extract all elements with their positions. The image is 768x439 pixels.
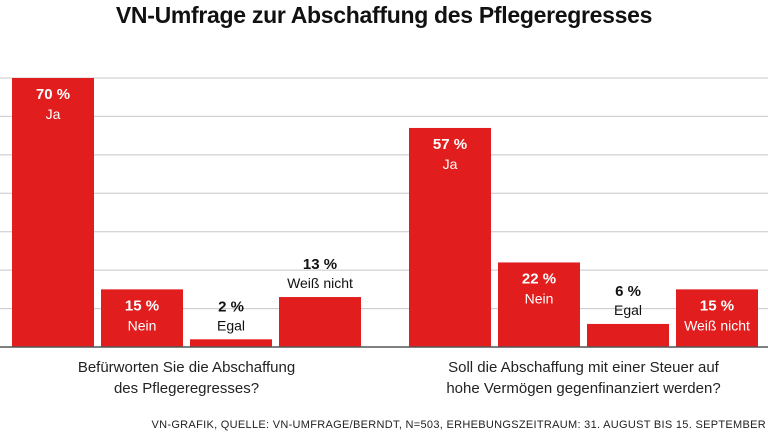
question-1-line-2: des Pflegeregresses?	[114, 380, 259, 397]
question-labels: Befürworten Sie die Abschaffung des Pfleg…	[78, 359, 721, 397]
bar-q2-egal	[587, 323, 669, 347]
value-label-q2-egal: 6 %	[615, 283, 641, 300]
bars	[12, 78, 758, 347]
category-label-q2-ja: Ja	[443, 156, 458, 172]
category-label-q1-nein: Nein	[128, 317, 157, 333]
bar-q2-ja	[409, 127, 491, 347]
question-2-line-2: hohe Vermögen gegenfinanziert werden?	[446, 380, 720, 397]
bar-q2-nein	[498, 262, 580, 347]
source-note: VN-GRAFIK, QUELLE: VN-UMFRAGE/BERNDT, N=…	[151, 419, 766, 431]
bar-q1-ja	[12, 78, 94, 347]
category-label-q1-egal: Egal	[217, 317, 245, 333]
category-label-q1-weiss-nicht: Weiß nicht	[287, 275, 353, 291]
value-label-q1-nein: 15 %	[125, 297, 159, 314]
value-label-q1-weiss-nicht: 13 %	[303, 256, 337, 273]
question-1-line-1: Befürworten Sie die Abschaffung	[78, 359, 295, 376]
question-2-line-1: Soll die Abschaffung mit einer Steuer au…	[448, 359, 720, 376]
category-label-q2-weiss-nicht: Weiß nicht	[684, 317, 750, 333]
bar-q1-nein	[101, 289, 183, 347]
bar-labels: 70 % Ja 15 % Nein 2 % Egal 13 % Weiß nicht 57 % J…	[36, 86, 750, 333]
value-label-q2-nein: 22 %	[522, 270, 556, 287]
value-label-q1-ja: 70 %	[36, 86, 70, 103]
bar-q1-egal	[190, 339, 272, 347]
category-label-q2-egal: Egal	[614, 302, 642, 318]
category-label-q1-ja: Ja	[46, 106, 61, 122]
value-label-q2-weiss-nicht: 15 %	[700, 297, 734, 314]
category-label-q2-nein: Nein	[525, 290, 554, 306]
grid	[0, 77, 768, 310]
bar-q1-weiss-nicht	[279, 297, 361, 347]
bar-q2-weiss-nicht	[676, 289, 758, 347]
value-label-q2-ja: 57 %	[433, 136, 467, 153]
value-label-q1-egal: 2 %	[218, 298, 244, 315]
chart-title: VN-Umfrage zur Abschaffung des Pflegereg…	[115, 2, 653, 28]
